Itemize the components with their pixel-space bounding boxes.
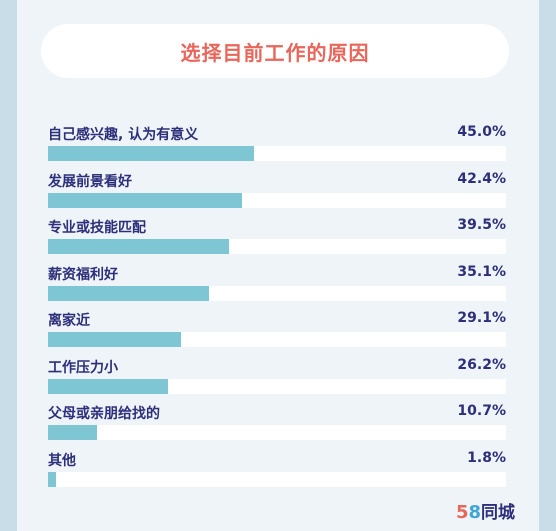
bar: [48, 425, 97, 440]
category-label: 专业或技能匹配: [48, 220, 146, 236]
value-label: 42.4%: [457, 170, 506, 187]
bar-track: [48, 146, 506, 161]
bar: [48, 378, 168, 394]
bar-row: 离家近 29.1%: [48, 304, 506, 351]
category-label: 工作压力小: [48, 359, 118, 376]
value-label: 10.7%: [457, 403, 506, 419]
bar: [48, 332, 182, 347]
bar: [48, 471, 57, 487]
bar-track: [48, 471, 506, 487]
bar-track: [48, 332, 506, 347]
bar-row: 专业或技能匹配 39.5%: [48, 211, 506, 258]
bar-track: [48, 192, 506, 208]
category-label: 父母或亲朋给找的: [48, 406, 160, 422]
value-label: 29.1%: [457, 310, 506, 326]
bar-track: [48, 239, 506, 254]
category-label: 薪资福利好: [48, 266, 118, 283]
bar: [48, 285, 209, 301]
value-label: 45.0%: [457, 124, 506, 140]
bar-track: [48, 378, 506, 394]
value-label: 35.1%: [457, 263, 506, 280]
logo-text: 同城: [481, 503, 515, 523]
category-label: 离家近: [48, 313, 90, 329]
logo-digit-five: 5: [455, 502, 469, 523]
category-label: 自己感兴趣, 认为有意义: [48, 127, 199, 143]
brand-logo: 58 同城: [456, 498, 515, 523]
category-label: 其他: [48, 452, 76, 469]
bar: [48, 192, 243, 208]
bar-row: 自己感兴趣, 认为有意义 45.0%: [48, 118, 506, 165]
bar-track: [48, 425, 506, 440]
title-pill: 选择目前工作的原因: [41, 24, 509, 78]
bar-row: 工作压力小 26.2%: [48, 351, 506, 398]
bar-track: [48, 285, 506, 301]
bar-row: 发展前景看好 42.4%: [48, 165, 506, 212]
bar: [48, 239, 229, 254]
bar-row: 薪资福利好 35.1%: [48, 258, 506, 305]
chart-title: 选择目前工作的原因: [180, 40, 370, 65]
value-label: 1.8%: [467, 449, 506, 466]
value-label: 39.5%: [457, 217, 506, 233]
logo-number: 58: [456, 502, 481, 523]
bar-row: 父母或亲朋给找的 10.7%: [48, 397, 506, 444]
chart-card: 选择目前工作的原因 自己感兴趣, 认为有意义 45.0% 发展前景看好 42.4% 专业…: [17, 0, 539, 531]
bar: [48, 146, 255, 161]
bar-rows: 自己感兴趣, 认为有意义 45.0% 发展前景看好 42.4% 专业或技能匹配 39.5%…: [48, 118, 506, 490]
bar-row: 其他 1.8%: [48, 444, 506, 491]
category-label: 发展前景看好: [48, 173, 132, 190]
logo-digit-eight: 8: [468, 502, 481, 523]
value-label: 26.2%: [457, 356, 506, 373]
